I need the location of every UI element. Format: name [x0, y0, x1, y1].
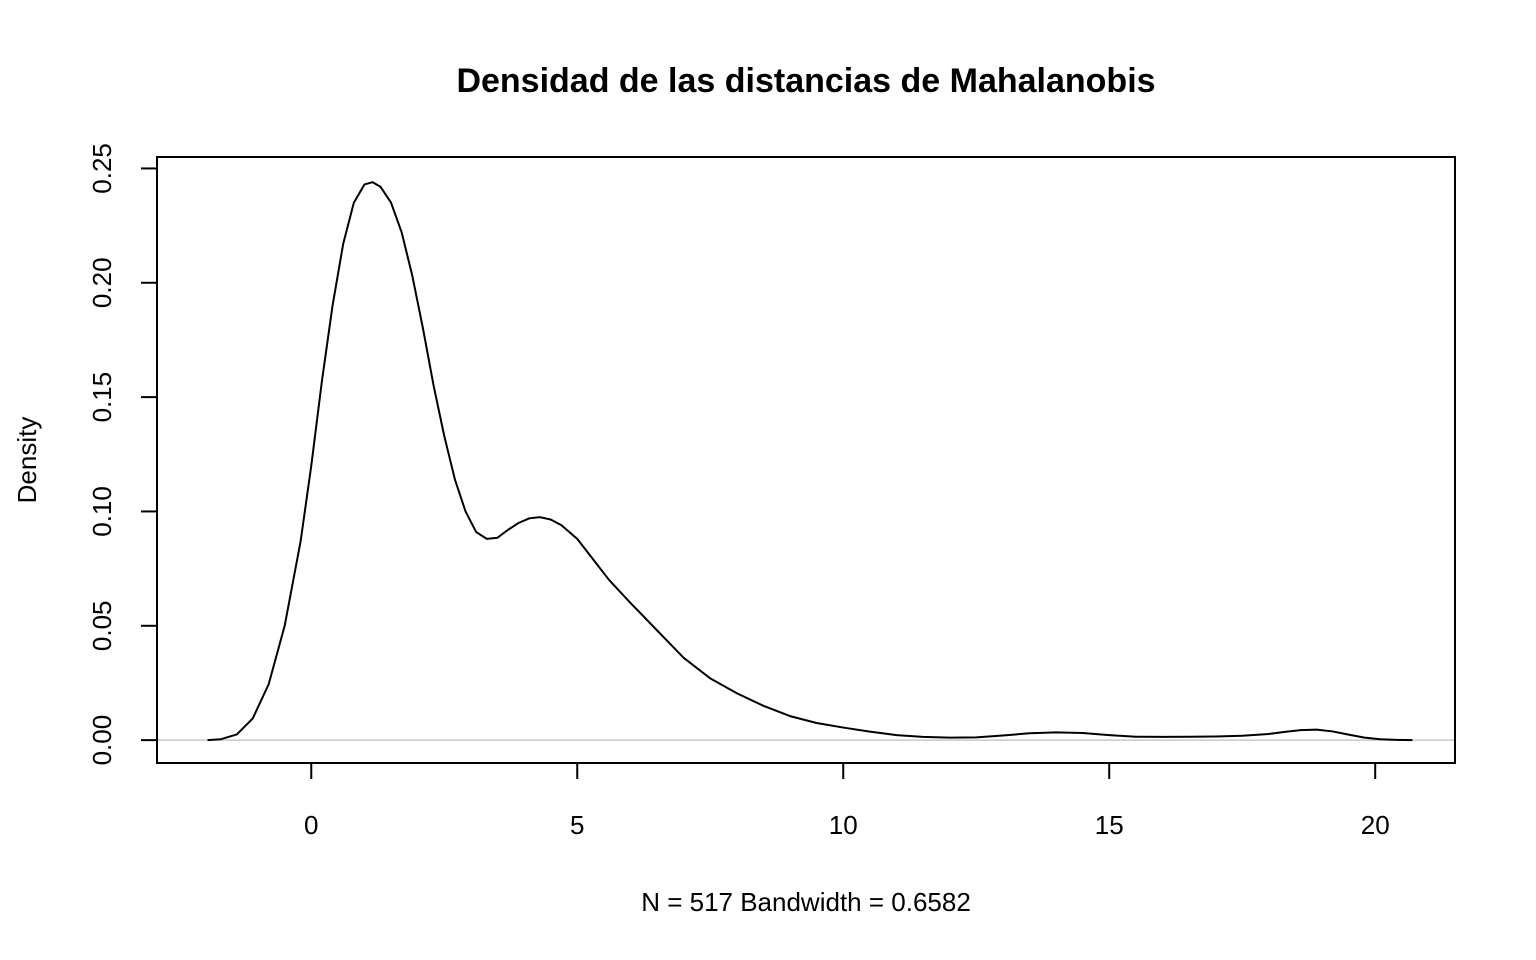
x-tick-label: 10: [829, 810, 858, 840]
plot-frame: [156, 156, 1456, 764]
x-tick-label: 5: [570, 810, 584, 840]
y-tick-label: 0.10: [87, 486, 117, 537]
y-tick-label: 0.05: [87, 600, 117, 651]
y-axis: 0.00 0.05 0.10 0.15 0.20 0.25: [87, 143, 158, 766]
x-tick-label: 15: [1095, 810, 1124, 840]
density-curve: [207, 181, 1413, 742]
y-tick-label: 0.15: [87, 372, 117, 423]
y-axis-label: Density: [12, 417, 42, 504]
x-tick-label: 0: [304, 810, 318, 840]
y-tick-label: 0.00: [87, 715, 117, 766]
chart-title: Densidad de las distancias de Mahalanobi…: [456, 62, 1155, 100]
y-tick-label: 0.20: [87, 257, 117, 308]
x-axis-label: N = 517 Bandwidth = 0.6582: [641, 887, 971, 917]
x-axis: 0 5 10 15 20: [304, 762, 1390, 840]
x-tick-label: 20: [1361, 810, 1390, 840]
y-tick-label: 0.25: [87, 143, 117, 194]
